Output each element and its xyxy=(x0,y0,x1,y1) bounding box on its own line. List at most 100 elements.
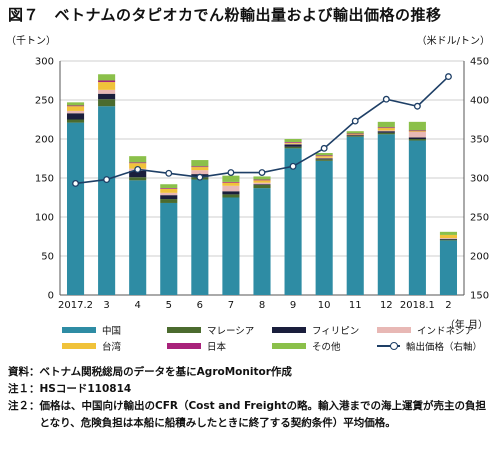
legend-swatch-other xyxy=(272,343,306,349)
x-tick-label: 9 xyxy=(290,300,296,311)
bar-segment xyxy=(315,159,333,161)
legend-item-indonesia: インドネシア xyxy=(377,323,482,337)
bar-segment xyxy=(222,197,240,295)
bar-segment xyxy=(66,102,85,106)
legend-item-malaysia: マレーシア xyxy=(167,323,272,337)
bar-segment xyxy=(284,144,302,147)
bar-segment xyxy=(315,153,333,156)
legend: 中国 マレーシア フィリピン インドネシア 台湾 日本 その他 輸出価格（右軸） xyxy=(62,322,482,354)
right-axis-unit: （米ドル/トン） xyxy=(416,36,490,47)
note-source-text: ベトナム関税総局のデータを基にAgroMonitor作成 xyxy=(39,366,292,378)
price-point xyxy=(227,169,235,176)
notes: 資料： ベトナム関税総局のデータを基にAgroMonitor作成 注１： HSコード… xyxy=(8,364,494,432)
note-2-text: 価格は、中国向け輸出のCFR（Cost and Freightの略。輸入港までの… xyxy=(39,400,486,429)
bar-segment xyxy=(66,106,85,111)
bar-segment xyxy=(98,89,116,94)
bar-segment xyxy=(439,240,458,295)
legend-label-indonesia: インドネシア xyxy=(417,326,475,337)
bar-segment xyxy=(253,182,271,185)
price-point xyxy=(258,169,266,176)
note-source: 資料： ベトナム関税総局のデータを基にAgroMonitor作成 xyxy=(8,364,494,381)
bar-segment xyxy=(408,131,426,132)
bar-segment xyxy=(222,181,240,183)
bar-segment xyxy=(222,182,240,186)
x-tick-label: 6 xyxy=(197,300,203,311)
bar-segment xyxy=(98,74,116,81)
x-tick-label: 4 xyxy=(135,300,141,311)
legend-label-japan: 日本 xyxy=(207,342,227,353)
x-axis-unit: （年.月） xyxy=(444,320,488,331)
bar-segment xyxy=(129,162,147,164)
note-1-text: HSコード110814 xyxy=(39,383,132,395)
left-tick-label: 0 xyxy=(48,291,54,302)
bar-segment xyxy=(315,157,333,159)
bar-segment xyxy=(346,134,364,136)
bar-segment xyxy=(284,148,302,295)
price-point xyxy=(134,165,142,173)
price-point xyxy=(165,169,173,177)
bar-segment xyxy=(284,142,302,143)
bar-segment xyxy=(408,140,426,295)
legend-swatch-malaysia xyxy=(167,327,201,333)
x-tick-label: 3 xyxy=(103,300,109,311)
bar-segment xyxy=(222,175,240,182)
bar-segment xyxy=(284,139,302,143)
x-tick-label: 10 xyxy=(318,300,331,311)
bar-segment xyxy=(66,122,85,296)
bar-segment xyxy=(66,119,85,123)
left-tick-label: 100 xyxy=(35,213,54,224)
right-tick-label: 450 xyxy=(470,57,489,68)
legend-item-china: 中国 xyxy=(62,323,167,337)
bar-segment xyxy=(253,184,271,186)
legend-swatch-philippines xyxy=(272,327,306,333)
legend-item-price: 輸出価格（右軸） xyxy=(377,339,482,353)
bar-segment xyxy=(439,239,458,241)
note-1: 注１： HSコード110814 xyxy=(8,381,494,398)
bar-segment xyxy=(160,188,178,193)
bar-segment xyxy=(129,180,147,295)
bar-segment xyxy=(222,194,240,198)
bar-segment xyxy=(191,167,209,171)
note-source-label: 資料： xyxy=(8,366,40,378)
legend-swatch-japan xyxy=(167,343,201,349)
bar-segment xyxy=(377,128,395,131)
x-tick-label: 8 xyxy=(259,300,265,311)
bar-segment xyxy=(439,234,458,239)
bar-segment xyxy=(377,131,395,133)
bar-segment xyxy=(315,156,333,158)
bar-segment xyxy=(408,139,426,141)
bar-segment xyxy=(129,163,147,169)
legend-row-2: 台湾 日本 その他 輸出価格（右軸） xyxy=(62,338,482,354)
bar-segment xyxy=(315,158,333,160)
bar-segment xyxy=(98,99,116,107)
right-tick-label: 350 xyxy=(470,135,489,146)
bar-segment xyxy=(284,143,302,145)
bar-segment xyxy=(346,135,364,137)
bar-segment xyxy=(253,180,271,183)
bar-segment xyxy=(160,188,178,189)
legend-item-other: その他 xyxy=(272,339,377,353)
x-tick-label: 7 xyxy=(228,300,234,311)
bar-segment xyxy=(439,231,458,235)
bar-segment xyxy=(222,191,240,195)
bar-segment xyxy=(377,134,395,295)
right-tick-label: 250 xyxy=(470,213,489,224)
bar-segment xyxy=(160,192,178,196)
bar-segment xyxy=(253,179,271,181)
bar-segment xyxy=(66,105,85,107)
bar-segment xyxy=(98,106,116,296)
bar-segment xyxy=(439,238,458,239)
left-tick-label: 200 xyxy=(35,135,54,146)
bar-segment xyxy=(346,135,364,136)
bar-segment xyxy=(129,177,147,181)
legend-row-1: 中国 マレーシア フィリピン インドネシア xyxy=(62,322,482,338)
bar-segment xyxy=(191,179,209,295)
legend-item-japan: 日本 xyxy=(167,339,272,353)
bar-segment xyxy=(408,131,426,138)
bar-segment xyxy=(408,130,426,132)
price-point xyxy=(196,173,204,181)
bar-segment xyxy=(284,142,302,144)
bar-segment xyxy=(98,93,116,100)
right-tick-label: 150 xyxy=(470,291,489,302)
bar-segment xyxy=(253,185,271,189)
